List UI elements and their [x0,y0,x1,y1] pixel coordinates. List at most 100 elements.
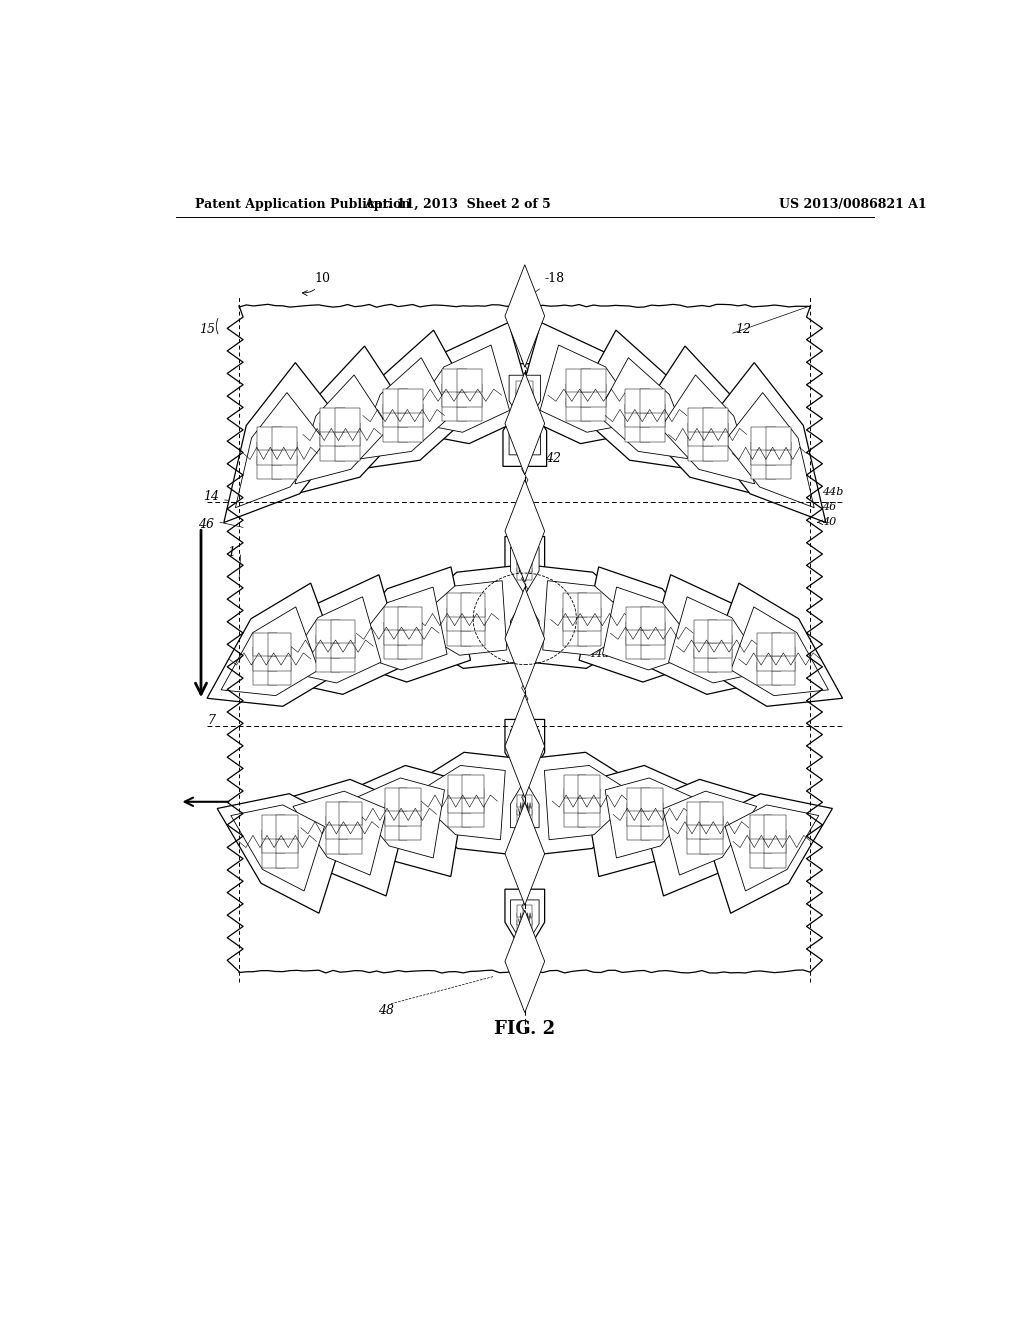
Text: 14: 14 [204,490,219,503]
Polygon shape [207,583,343,706]
Text: 1: 1 [227,546,236,560]
Polygon shape [295,375,389,484]
Polygon shape [462,789,484,813]
Polygon shape [522,553,532,565]
Polygon shape [257,457,282,479]
Text: 42: 42 [545,451,561,465]
Polygon shape [750,816,772,838]
Text: 46: 46 [198,517,214,531]
Text: 44a: 44a [588,649,609,660]
Polygon shape [566,370,591,392]
Polygon shape [457,384,482,407]
Polygon shape [522,619,532,632]
Polygon shape [253,661,276,685]
Polygon shape [669,597,767,682]
Polygon shape [331,649,354,672]
Polygon shape [511,780,539,828]
Polygon shape [578,789,600,813]
Polygon shape [522,380,532,395]
Polygon shape [505,480,545,582]
Polygon shape [517,913,526,925]
Polygon shape [517,560,526,573]
Polygon shape [398,803,421,826]
Polygon shape [582,384,606,407]
Polygon shape [517,810,526,822]
Polygon shape [462,609,485,631]
Polygon shape [522,568,532,579]
Polygon shape [383,418,409,442]
Polygon shape [339,816,361,840]
Polygon shape [640,779,771,896]
Polygon shape [391,322,535,444]
Polygon shape [383,404,409,428]
Polygon shape [336,408,360,432]
Polygon shape [503,395,547,466]
Text: 40: 40 [822,517,837,527]
Polygon shape [517,743,526,755]
Polygon shape [628,817,650,841]
Polygon shape [605,777,698,858]
Polygon shape [398,817,421,841]
Polygon shape [515,322,658,444]
Polygon shape [522,735,532,747]
Polygon shape [640,404,665,428]
Polygon shape [572,330,709,471]
Polygon shape [331,620,354,643]
Polygon shape [641,622,665,644]
Polygon shape [339,801,361,825]
Polygon shape [540,345,643,432]
Polygon shape [637,346,767,498]
Polygon shape [257,428,282,450]
Polygon shape [757,661,780,685]
Polygon shape [700,363,825,523]
Polygon shape [398,389,424,413]
Polygon shape [757,632,780,656]
Polygon shape [771,632,796,656]
Polygon shape [700,801,723,825]
Text: 7: 7 [207,714,215,727]
Polygon shape [505,909,545,1012]
Polygon shape [766,442,792,465]
Polygon shape [625,404,649,428]
Polygon shape [267,632,291,656]
Polygon shape [449,804,471,828]
Polygon shape [750,845,772,867]
Polygon shape [326,816,348,840]
Polygon shape [516,380,526,395]
Text: 15: 15 [200,322,215,335]
Polygon shape [724,392,814,508]
Polygon shape [394,565,529,668]
Polygon shape [522,803,532,814]
Polygon shape [522,389,532,403]
Polygon shape [410,581,507,655]
Polygon shape [641,803,664,826]
Polygon shape [578,804,600,828]
Polygon shape [688,437,713,461]
Polygon shape [764,816,786,838]
Polygon shape [253,647,276,671]
Polygon shape [446,623,471,645]
Text: Patent Application Publication: Patent Application Publication [196,198,411,211]
Polygon shape [217,793,347,913]
Polygon shape [641,817,664,841]
Polygon shape [224,363,349,523]
Polygon shape [516,420,526,433]
Polygon shape [293,791,387,875]
Polygon shape [385,817,408,841]
Polygon shape [333,566,470,682]
Polygon shape [764,830,786,853]
Polygon shape [517,619,526,632]
Polygon shape [505,890,545,956]
Polygon shape [627,622,650,644]
Polygon shape [686,830,709,854]
Polygon shape [517,795,526,807]
Text: FIG. 2: FIG. 2 [495,1020,555,1039]
Polygon shape [709,620,732,643]
Polygon shape [750,830,772,853]
Polygon shape [578,609,601,631]
Text: 45: 45 [477,618,494,631]
Polygon shape [564,789,587,813]
Polygon shape [253,632,276,656]
Polygon shape [703,437,728,461]
Polygon shape [442,370,467,392]
